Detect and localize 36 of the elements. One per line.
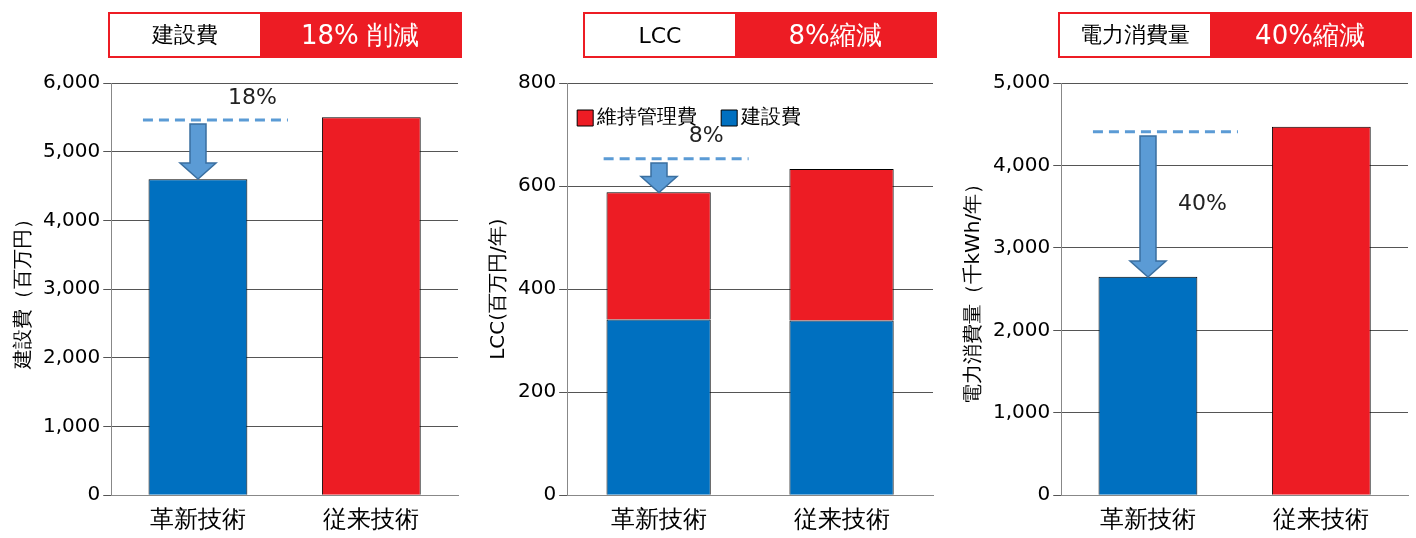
y-tick-label: 1,000 xyxy=(992,398,1051,423)
x-tick-label: 革新技術 xyxy=(149,504,246,533)
legend-label: 建設費 xyxy=(740,104,802,129)
x-tick-label: 従来技術 xyxy=(323,504,420,533)
x-tick-label: 革新技術 xyxy=(1099,504,1196,533)
y-tick-label: 1,000 xyxy=(42,412,101,437)
y-tick-label: 2,000 xyxy=(992,316,1051,341)
y-tick-label: 0 xyxy=(87,481,101,506)
chart-title: 電力消費量 xyxy=(1060,14,1210,56)
y-tick-label: 600 xyxy=(517,172,557,197)
y-tick-label: 800 xyxy=(517,69,557,94)
y-axis-title: 電力消費量（千kWh/年） xyxy=(960,173,985,405)
chart-subtitle: 8%縮減 xyxy=(735,14,935,56)
y-tick-label: 4,000 xyxy=(992,151,1051,176)
y-tick-label: 5,000 xyxy=(992,69,1051,94)
y-tick-label: 3,000 xyxy=(42,275,101,300)
y-tick-label: 4,000 xyxy=(42,206,101,231)
y-tick-label: 2,000 xyxy=(42,344,101,368)
y-tick-label: 0 xyxy=(543,481,557,506)
y-tick-label: 400 xyxy=(517,275,557,300)
annotation: 18% xyxy=(227,83,277,109)
x-tick-label: 革新技術 xyxy=(610,504,707,533)
y-axis-title: 建設費（百万円） xyxy=(10,209,35,371)
annotation: 40% xyxy=(1177,189,1227,215)
y-tick-label: 0 xyxy=(1037,481,1051,506)
y-tick-label: 5,000 xyxy=(42,137,101,162)
chart-title: 建設費 xyxy=(110,14,260,56)
y-tick-label: 3,000 xyxy=(992,234,1051,259)
chart-subtitle: 40%縮減 xyxy=(1210,14,1410,56)
chart-subtitle: 18% 削減 xyxy=(260,14,460,56)
x-tick-label: 従来技術 xyxy=(793,504,890,533)
y-tick-label: 200 xyxy=(517,378,557,403)
y-axis-title: LCC(百万円/年) xyxy=(485,218,510,360)
y-tick-label: 6,000 xyxy=(42,69,101,94)
chart-title: LCC xyxy=(585,14,735,56)
x-tick-label: 従来技術 xyxy=(1273,504,1370,533)
